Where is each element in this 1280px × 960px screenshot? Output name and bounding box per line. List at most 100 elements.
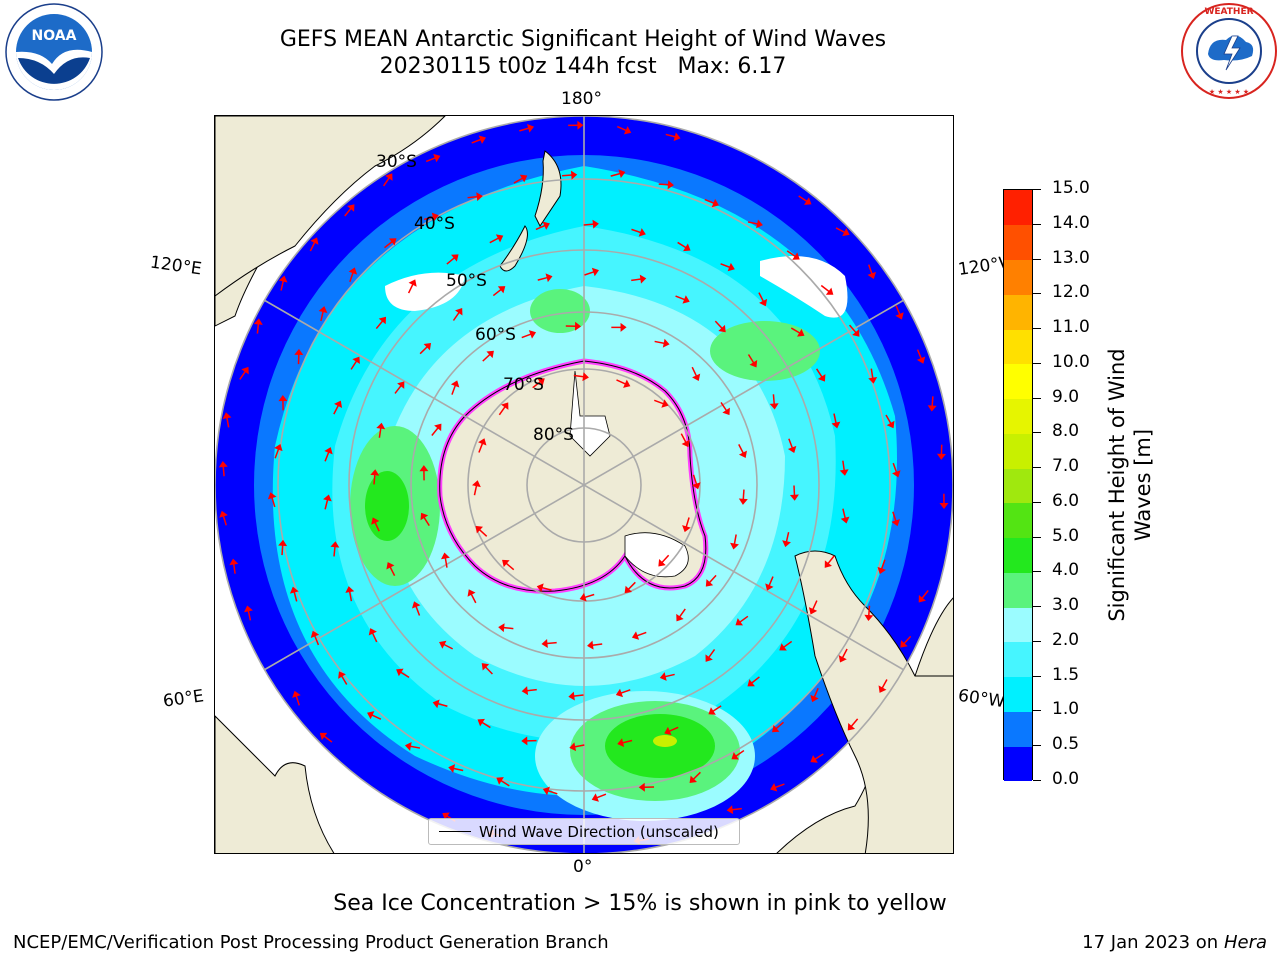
colorbar-segment <box>1004 433 1032 469</box>
wave-direction-arrow <box>423 516 430 527</box>
wave-direction-arrow <box>473 485 478 496</box>
wave-direction-arrowhead <box>477 718 485 727</box>
wave-direction-arrow <box>470 593 477 604</box>
wave-direction-arrowhead <box>371 517 380 525</box>
wave-direction-arrowhead <box>274 443 283 452</box>
wave-direction-arrow <box>921 590 929 599</box>
wave-direction-arrow <box>768 576 774 587</box>
wave-direction-arrow <box>841 648 848 659</box>
wave-direction-arrowhead <box>579 592 587 602</box>
lat-label-80s: 80°S <box>533 425 574 445</box>
colorbar-label-line-2: Waves [m] <box>1131 428 1155 542</box>
wave-direction-arrowhead <box>324 447 333 455</box>
wave-direction-arrow <box>798 195 808 203</box>
wave-direction-arrow <box>320 311 324 322</box>
colorbar-label-line-1: Significant Height of Wind <box>1105 348 1129 622</box>
wave-direction-arrow <box>226 417 230 428</box>
wave-direction-arrow <box>526 688 537 692</box>
wave-direction-arrow <box>733 534 737 545</box>
wave-direction-arrowhead <box>769 403 779 410</box>
wave-direction-arrowhead <box>475 525 483 534</box>
wave-direction-arrowhead <box>521 686 529 696</box>
wave-direction-arrowhead <box>825 287 834 295</box>
wave-direction-arrowhead <box>892 470 901 478</box>
colorbar-segment <box>1004 294 1032 330</box>
colorbar-segment <box>1004 468 1032 504</box>
wave-direction-arrowhead <box>682 295 690 304</box>
wave-direction-arrow <box>532 380 542 389</box>
colorbar-segment <box>1004 746 1032 782</box>
wave-direction-arrowhead <box>682 525 691 533</box>
wave-direction-arrowhead <box>771 724 780 733</box>
wave-direction-arrow <box>783 640 793 648</box>
wave-direction-arrow <box>616 125 627 132</box>
colorbar-tick-label: 12.0 <box>1052 282 1090 303</box>
wave-direction-arrow <box>870 368 874 379</box>
wave-direction-arrow <box>443 643 454 650</box>
wave-direction-arrowhead <box>352 356 360 365</box>
wave-direction-arrow <box>503 626 514 630</box>
wave-direction-arrowhead <box>620 322 627 332</box>
wave-direction-arrowhead <box>497 286 506 294</box>
wave-direction-arrowhead <box>334 400 343 408</box>
wave-direction-arrowhead <box>467 589 476 597</box>
nws-logo: WEATHER ★ ★ ★ ★ ★ <box>1180 2 1278 100</box>
colorbar-tick <box>1033 293 1041 295</box>
wave-direction-arrow <box>775 721 784 730</box>
lon-label-60e: 60°E <box>161 686 206 712</box>
wave-direction-arrowhead <box>842 228 850 237</box>
wave-direction-arrowhead <box>582 372 589 382</box>
wave-direction-arrow <box>281 545 284 556</box>
wave-direction-arrowhead <box>498 623 505 633</box>
wave-direction-arrow <box>444 557 448 568</box>
wave-direction-arrow <box>274 448 280 459</box>
wave-direction-arrowhead <box>278 275 288 283</box>
wave-direction-arrow <box>931 396 934 407</box>
wave-direction-arrow <box>384 240 393 249</box>
wave-direction-arrowhead <box>638 782 645 792</box>
colorbar-tick-label: 0.5 <box>1052 734 1080 755</box>
wave-direction-arrow <box>535 224 546 231</box>
wave-direction-arrowhead <box>718 324 726 333</box>
wave-direction-arrowhead <box>537 378 545 386</box>
wave-direction-arrow <box>371 632 378 643</box>
wave-direction-arrowhead <box>294 348 304 356</box>
wave-direction-arrow <box>680 433 687 443</box>
wave-direction-arrowhead <box>376 422 386 430</box>
wave-direction-arrowhead <box>810 755 818 763</box>
wave-direction-arrowhead <box>347 204 355 212</box>
wave-direction-arrow <box>519 127 530 132</box>
wave-direction-arrowhead <box>345 586 355 593</box>
wave-direction-arrow <box>627 581 636 590</box>
wave-direction-arrow <box>484 666 493 675</box>
wave-direction-arrowhead <box>631 631 640 640</box>
wave-direction-arrow <box>410 745 421 749</box>
wave-direction-arrowhead <box>664 726 672 736</box>
colorbar-tick <box>1033 536 1041 538</box>
colorbar-segment <box>1004 502 1032 539</box>
wave-direction-arrowhead <box>692 373 701 381</box>
wave-direction-arrow <box>541 586 552 591</box>
wave-direction-arrowhead <box>502 559 510 568</box>
wave-direction-arrowhead <box>253 318 263 325</box>
wave-direction-arrow <box>692 771 701 780</box>
wave-direction-arrow <box>313 635 320 646</box>
wave-direction-arrowhead <box>789 494 799 501</box>
colorbar-segment <box>1004 190 1032 226</box>
wave-direction-arrowhead <box>385 173 393 181</box>
colorbar-segment <box>1004 329 1032 365</box>
wave-direction-arrowhead <box>412 601 421 609</box>
wave-direction-arrow <box>786 250 796 258</box>
wave-direction-arrowhead <box>803 197 812 205</box>
wave-direction-arrow <box>677 241 687 249</box>
wave-direction-arrowhead <box>886 420 895 429</box>
wave-direction-arrowhead <box>759 298 768 307</box>
wave-direction-arrowhead <box>420 512 429 521</box>
wave-direction-arrowhead <box>591 793 599 802</box>
wave-direction-arrowhead <box>662 338 670 348</box>
colorbar-tick-label: 4.0 <box>1052 560 1080 581</box>
wave-direction-arrowhead <box>624 585 633 594</box>
wave-direction-arrowhead <box>782 540 791 548</box>
wave-direction-arrowhead <box>735 618 743 626</box>
wave-direction-arrow <box>373 474 376 485</box>
